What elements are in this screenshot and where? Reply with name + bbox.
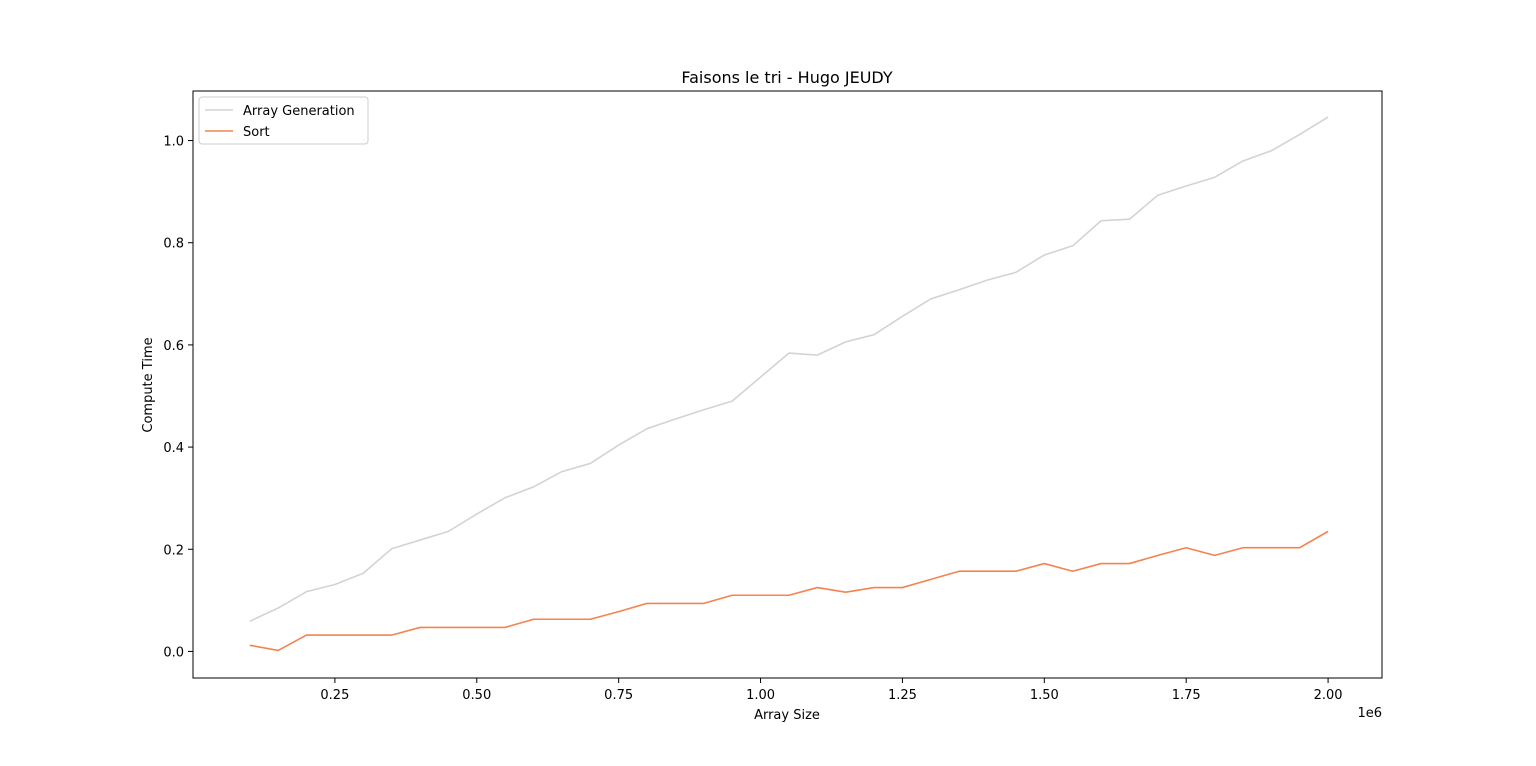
x-tick-label: 0.25 bbox=[320, 688, 349, 703]
series-line-sort bbox=[249, 530, 1329, 652]
x-tick-label: 1.75 bbox=[1172, 688, 1201, 703]
y-axis-ticks: 0.0 0.2 0.4 0.6 0.8 1.0 bbox=[163, 135, 193, 660]
y-tick-label: 0.8 bbox=[163, 237, 184, 252]
x-tick-label: 1.25 bbox=[888, 688, 917, 703]
x-tick-label: 0.50 bbox=[462, 688, 491, 703]
y-tick-label: 0.0 bbox=[163, 645, 184, 660]
y-tick-label: 0.6 bbox=[163, 339, 184, 354]
x-tick-label: 1.50 bbox=[1030, 688, 1059, 703]
x-axis-offset-label: 1e6 bbox=[1357, 706, 1382, 721]
x-tick-label: 0.75 bbox=[604, 688, 633, 703]
series-layer bbox=[249, 116, 1329, 652]
legend-label-sort: Sort bbox=[243, 125, 270, 140]
chart-title: Faisons le tri - Hugo JEUDY bbox=[681, 68, 892, 87]
series-line-array-generation bbox=[249, 116, 1329, 623]
y-tick-label: 1.0 bbox=[163, 135, 184, 150]
x-tick-label: 1.00 bbox=[746, 688, 775, 703]
x-tick-label: 2.00 bbox=[1314, 688, 1343, 703]
x-axis-label: Array Size bbox=[754, 708, 820, 723]
y-tick-label: 0.4 bbox=[163, 441, 184, 456]
legend-box bbox=[198, 96, 369, 145]
legend-label-array-generation: Array Generation bbox=[243, 104, 355, 119]
legend: Array Generation Sort bbox=[198, 96, 369, 145]
x-axis-ticks: 0.25 0.50 0.75 1.00 1.25 1.50 1.75 2.00 bbox=[320, 678, 1343, 703]
y-axis-label: Compute Time bbox=[141, 337, 156, 432]
plot-frame bbox=[192, 90, 1383, 679]
y-tick-label: 0.2 bbox=[163, 543, 184, 558]
